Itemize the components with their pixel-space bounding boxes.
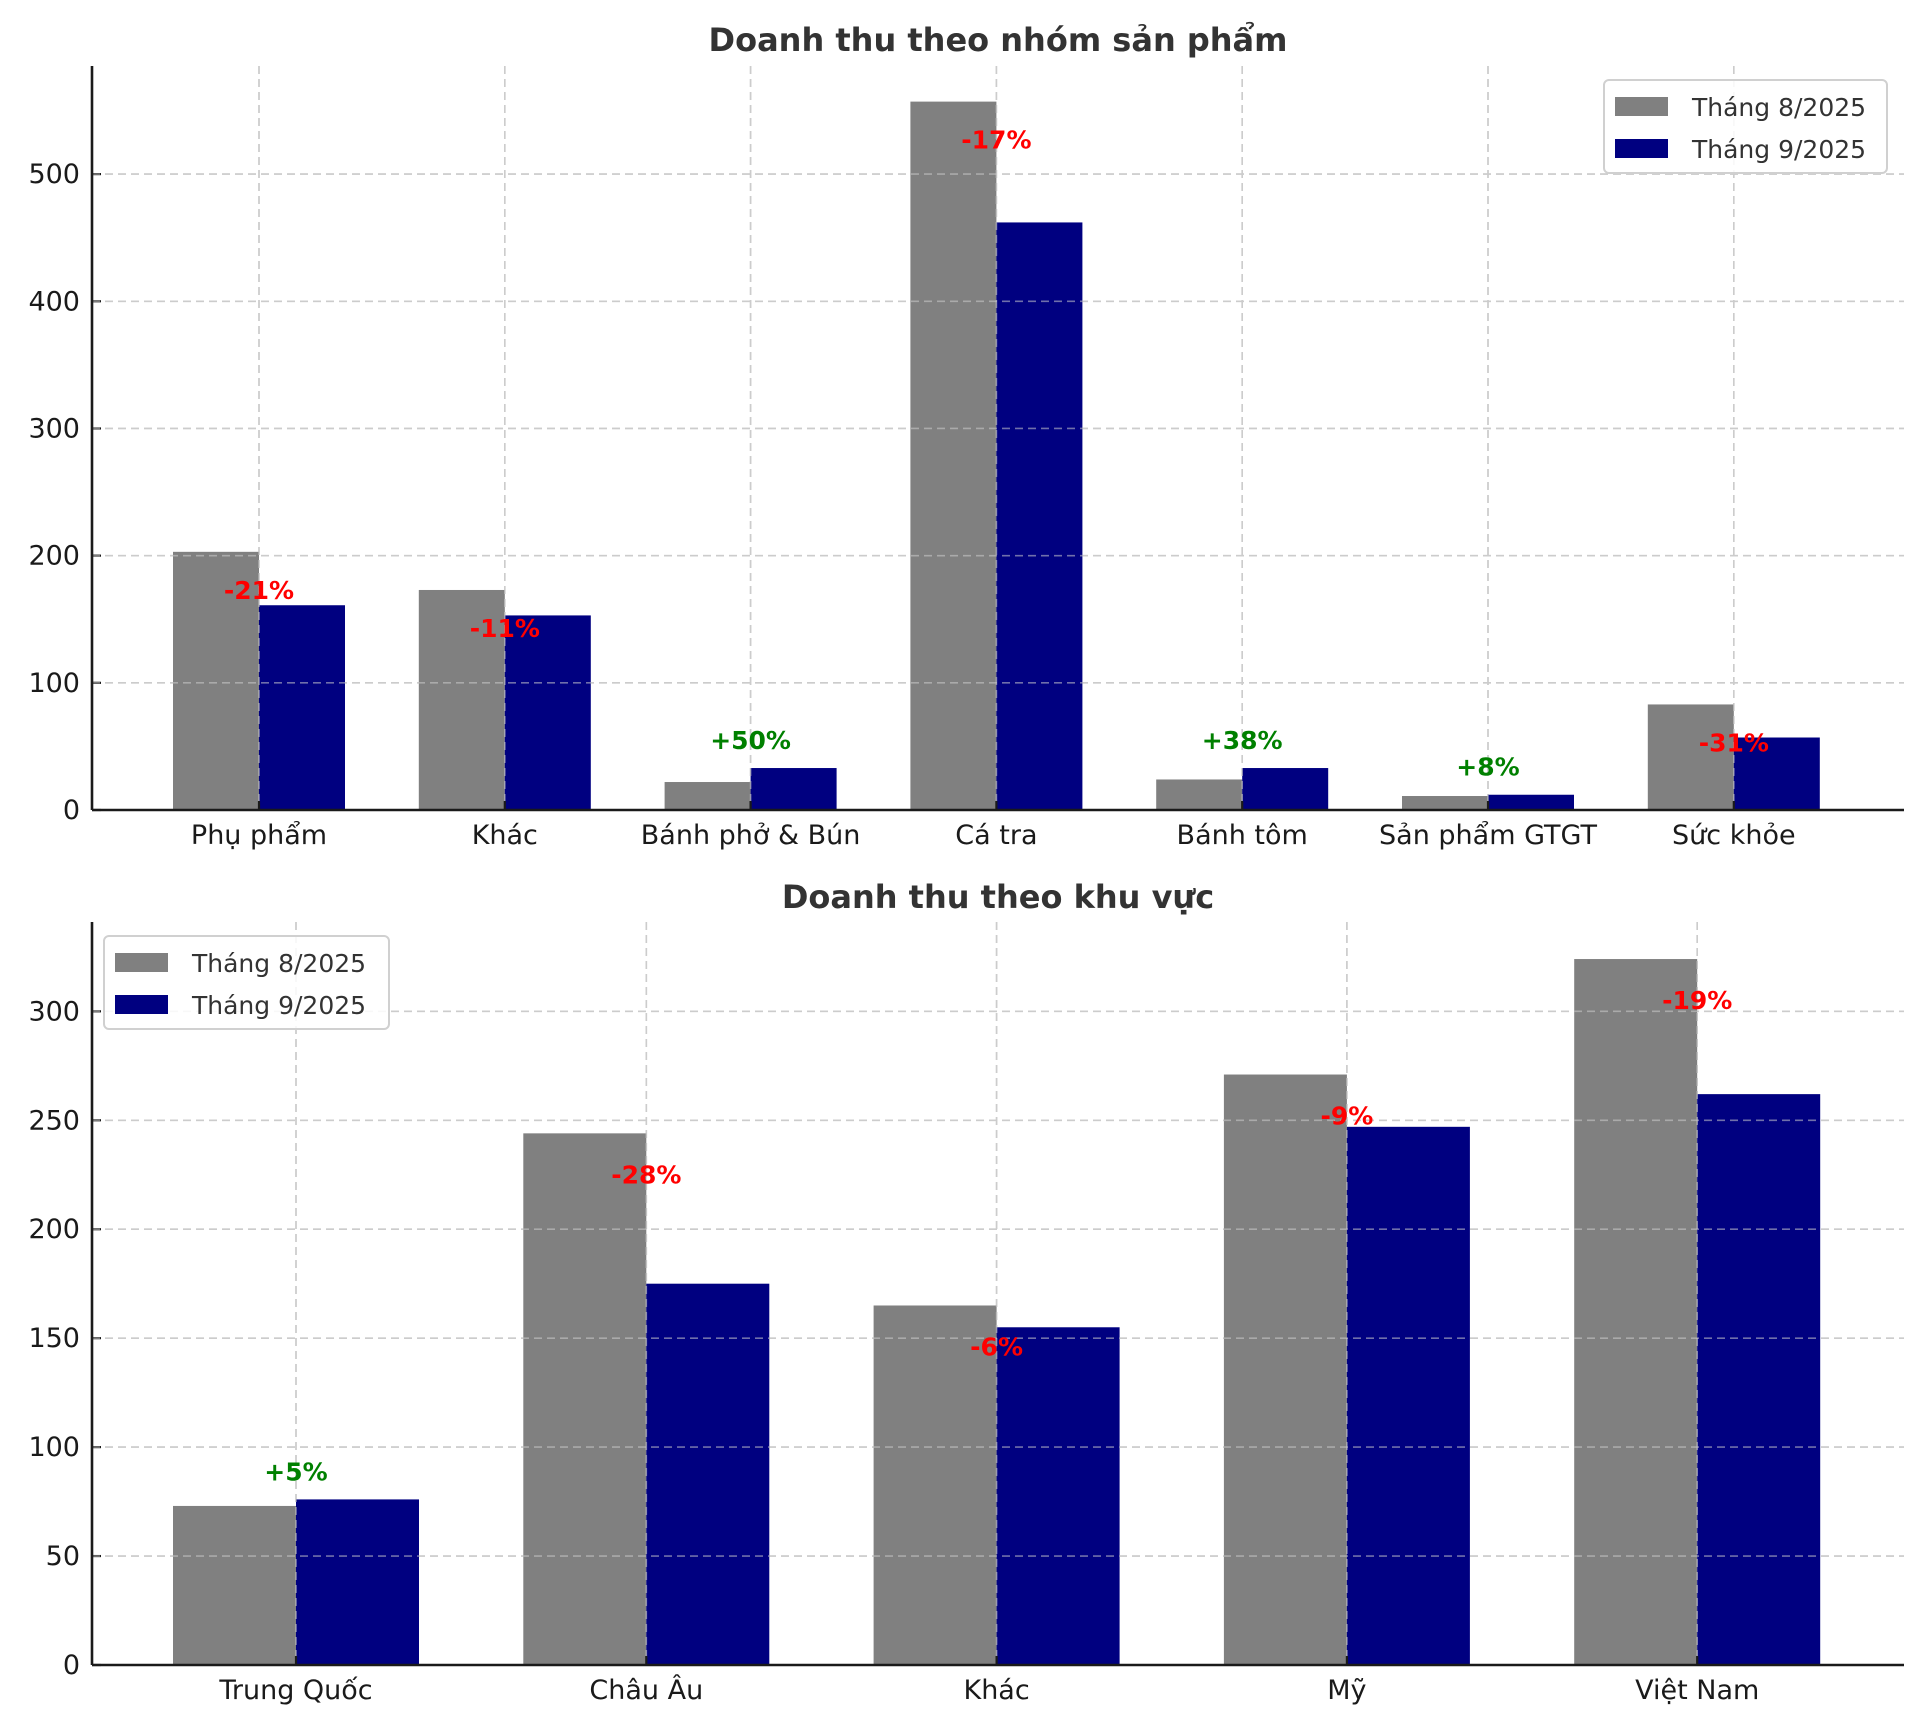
y-tick-label: 150 <box>28 1323 80 1354</box>
y-tick-label: 300 <box>28 413 80 444</box>
change-annotation: -19% <box>1662 986 1732 1015</box>
bar-sep-2025 <box>1242 768 1329 810</box>
y-tick-label: 100 <box>28 668 80 699</box>
x-tick-label: Trung Quốc <box>218 1675 372 1706</box>
legend-label: Tháng 8/2025 <box>1691 93 1866 122</box>
bar-aug-2025 <box>173 1505 296 1665</box>
x-tick-label: Sức khỏe <box>1672 820 1796 851</box>
legend-swatch <box>1615 97 1668 116</box>
y-tick-label: 50 <box>46 1541 80 1572</box>
legend: Tháng 8/2025 Tháng 9/2025 <box>103 935 390 1030</box>
y-tick-label: 0 <box>63 795 80 826</box>
legend-swatch <box>1615 139 1668 158</box>
x-tick-label: Khác <box>963 1675 1029 1706</box>
change-annotation: +5% <box>264 1457 327 1486</box>
bar-sep-2025 <box>646 1283 770 1665</box>
bar-aug-2025 <box>1647 704 1734 810</box>
bar-sep-2025 <box>996 1327 1120 1665</box>
x-tick-label: Bánh tôm <box>1177 820 1308 851</box>
bar-sep-2025 <box>1733 737 1820 810</box>
legend-label: Tháng 9/2025 <box>1691 135 1866 164</box>
legend-label: Tháng 9/2025 <box>191 991 366 1020</box>
change-annotation: -31% <box>1699 728 1769 757</box>
bar-aug-2025 <box>173 551 259 810</box>
x-tick-label: Khác <box>472 820 538 851</box>
bar-aug-2025 <box>523 1133 647 1665</box>
x-tick-label: Châu Âu <box>589 1674 703 1706</box>
chart-product-groups: Doanh thu theo nhóm sản phẩm 0 100 200 300 4… <box>28 21 1904 851</box>
legend-frame <box>103 935 390 1030</box>
change-annotation: +38% <box>1202 726 1283 755</box>
change-annotation: -21% <box>224 576 294 605</box>
change-annotation: +8% <box>1456 753 1519 782</box>
y-tick-label: 0 <box>63 1650 80 1681</box>
bar-aug-2025 <box>664 782 751 810</box>
y-tick-label: 200 <box>28 1214 80 1245</box>
chart-title: Doanh thu theo nhóm sản phẩm <box>709 21 1288 59</box>
y-tick-label: 250 <box>28 1105 80 1136</box>
bar-aug-2025 <box>1574 959 1698 1665</box>
bar-sep-2025 <box>259 605 345 810</box>
y-tick-label: 400 <box>28 286 80 317</box>
bar-sep-2025 <box>996 222 1083 810</box>
change-annotation: -28% <box>611 1160 681 1189</box>
chart-regions: Doanh thu theo khu vực 0 50 100 150 200 250 30… <box>28 878 1904 1706</box>
bar-aug-2025 <box>873 1305 997 1665</box>
y-tick-label: 100 <box>28 1432 80 1463</box>
x-tick-label: Việt Nam <box>1635 1675 1759 1706</box>
change-annotation: -9% <box>1320 1102 1373 1131</box>
x-tick-label: Phụ phẩm <box>191 820 327 851</box>
legend: Tháng 8/2025 Tháng 9/2025 <box>1603 79 1888 174</box>
legend-swatch <box>115 995 168 1014</box>
bar-sep-2025 <box>1697 1094 1821 1665</box>
bar-sep-2025 <box>296 1499 419 1665</box>
bar-sep-2025 <box>1346 1126 1470 1665</box>
bar-aug-2025 <box>1402 796 1488 810</box>
legend-frame <box>1603 79 1888 174</box>
x-tick-label: Bánh phở & Bún <box>641 820 861 851</box>
change-annotation: -17% <box>961 126 1031 155</box>
change-annotation: -11% <box>470 614 540 643</box>
legend-swatch <box>115 953 168 972</box>
change-annotation: -6% <box>970 1332 1023 1361</box>
x-tick-label: Sản phẩm GTGT <box>1379 820 1597 851</box>
legend-label: Tháng 8/2025 <box>191 949 366 978</box>
bar-aug-2025 <box>1223 1074 1347 1665</box>
bar-aug-2025 <box>910 101 997 811</box>
x-tick-label: Mỹ <box>1327 1675 1366 1706</box>
bar-sep-2025 <box>750 768 837 810</box>
y-tick-label: 500 <box>28 159 80 190</box>
y-tick-label: 300 <box>28 996 80 1027</box>
y-tick-label: 200 <box>28 541 80 572</box>
chart-title: Doanh thu theo khu vực <box>782 878 1214 916</box>
change-annotation: +50% <box>710 726 791 755</box>
bar-aug-2025 <box>1156 779 1243 810</box>
bar-sep-2025 <box>1488 794 1574 810</box>
bar-sep-2025 <box>504 615 591 810</box>
bar-aug-2025 <box>418 589 505 810</box>
x-tick-label: Cá tra <box>955 820 1037 851</box>
